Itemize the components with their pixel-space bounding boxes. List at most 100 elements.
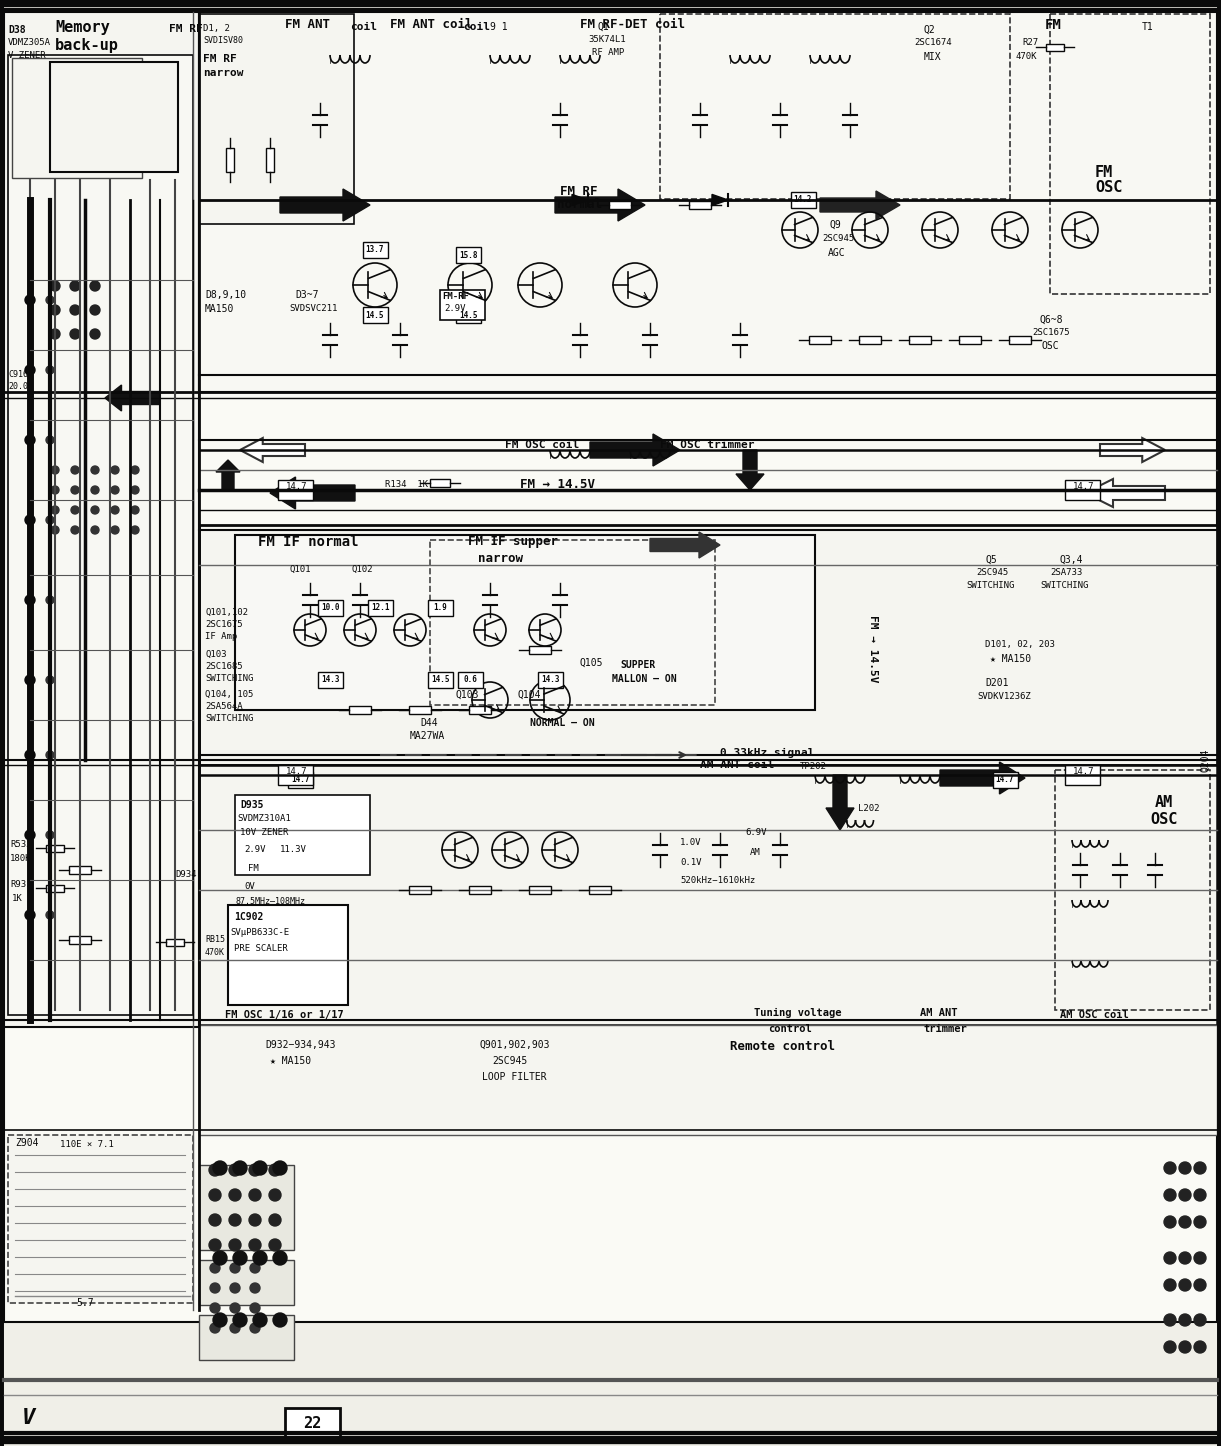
Bar xyxy=(228,905,348,1005)
Circle shape xyxy=(131,466,139,474)
Bar xyxy=(9,1135,193,1303)
Circle shape xyxy=(274,1161,287,1176)
Text: Q101,102: Q101,102 xyxy=(205,607,248,617)
Text: Q2: Q2 xyxy=(924,25,935,35)
Text: Q901,902,903: Q901,902,903 xyxy=(480,1040,551,1050)
Circle shape xyxy=(70,305,81,315)
Polygon shape xyxy=(650,532,720,558)
Bar xyxy=(993,772,1017,788)
Text: Q101: Q101 xyxy=(291,565,311,574)
Text: Remote control: Remote control xyxy=(730,1040,835,1053)
Circle shape xyxy=(92,506,99,513)
Text: ★ MA150: ★ MA150 xyxy=(990,654,1031,664)
Bar xyxy=(199,765,1217,1025)
Text: 2SC945: 2SC945 xyxy=(822,234,855,243)
Text: MALLON — ON: MALLON — ON xyxy=(612,674,676,684)
Circle shape xyxy=(230,1164,241,1176)
Circle shape xyxy=(24,830,35,840)
Circle shape xyxy=(1179,1314,1190,1326)
Text: SVμPB633C-E: SVμPB633C-E xyxy=(230,928,289,937)
Text: D101, 02, 203: D101, 02, 203 xyxy=(985,641,1055,649)
Circle shape xyxy=(51,486,59,495)
Text: MA27WA: MA27WA xyxy=(410,732,446,740)
Circle shape xyxy=(24,910,35,920)
Text: 22: 22 xyxy=(303,1416,321,1430)
Bar xyxy=(537,672,563,688)
Text: 2SA733: 2SA733 xyxy=(1050,568,1082,577)
Circle shape xyxy=(92,526,99,534)
Circle shape xyxy=(250,1323,260,1333)
Circle shape xyxy=(46,750,54,759)
Circle shape xyxy=(210,1283,220,1293)
Circle shape xyxy=(250,1303,260,1313)
Bar xyxy=(458,672,482,688)
Text: D935: D935 xyxy=(241,800,264,810)
Circle shape xyxy=(1194,1280,1206,1291)
Text: OSC: OSC xyxy=(1042,341,1060,351)
Bar xyxy=(266,147,274,172)
Text: Q9: Q9 xyxy=(830,220,841,230)
Text: T1: T1 xyxy=(1142,22,1154,32)
Text: SVDKV1236Z: SVDKV1236Z xyxy=(977,693,1031,701)
Text: SWITCHING: SWITCHING xyxy=(205,674,254,683)
Circle shape xyxy=(230,1323,241,1333)
Text: V: V xyxy=(22,1408,35,1429)
Text: OSC: OSC xyxy=(1095,179,1122,195)
Text: SVDMZ310A1: SVDMZ310A1 xyxy=(237,814,291,823)
Text: Q204: Q204 xyxy=(1200,748,1210,772)
Circle shape xyxy=(24,675,35,685)
Text: PRE SCALER: PRE SCALER xyxy=(234,944,288,953)
Text: 9 1: 9 1 xyxy=(490,22,508,32)
Circle shape xyxy=(71,466,79,474)
Circle shape xyxy=(1194,1252,1206,1264)
Text: 5.7: 5.7 xyxy=(76,1299,94,1309)
Bar xyxy=(455,247,481,263)
Text: 14.3: 14.3 xyxy=(541,675,559,684)
Circle shape xyxy=(111,486,118,495)
Circle shape xyxy=(209,1189,221,1202)
Circle shape xyxy=(71,506,79,513)
Text: RF AMP: RF AMP xyxy=(592,48,624,56)
Text: ★ MA150: ★ MA150 xyxy=(270,1056,311,1066)
Text: 2SC1675: 2SC1675 xyxy=(205,620,243,629)
Circle shape xyxy=(249,1239,261,1251)
Text: LOOP FILTER: LOOP FILTER xyxy=(482,1071,547,1082)
Text: IF Amp: IF Amp xyxy=(205,632,237,641)
Bar xyxy=(529,886,551,894)
Text: FM OSC 1/16 or 1/17: FM OSC 1/16 or 1/17 xyxy=(225,1009,344,1019)
Circle shape xyxy=(51,466,59,474)
Text: AM ANT coil: AM ANT coil xyxy=(700,761,774,771)
Circle shape xyxy=(50,330,60,338)
Text: 6.9V: 6.9V xyxy=(745,829,767,837)
Text: FM RF: FM RF xyxy=(170,25,203,35)
Circle shape xyxy=(1194,1314,1206,1326)
Bar xyxy=(363,241,387,257)
Circle shape xyxy=(51,526,59,534)
Circle shape xyxy=(50,281,60,291)
Bar xyxy=(908,335,930,344)
Text: SVDSVC211: SVDSVC211 xyxy=(289,304,337,312)
Text: FM-RF: FM-RF xyxy=(442,292,469,301)
Text: normal: normal xyxy=(557,198,602,211)
Text: AM: AM xyxy=(750,847,761,857)
Polygon shape xyxy=(556,189,645,221)
Bar xyxy=(70,866,92,873)
Polygon shape xyxy=(270,477,355,509)
Circle shape xyxy=(269,1215,281,1226)
Text: Q104, 105: Q104, 105 xyxy=(205,690,254,698)
Bar xyxy=(1046,43,1063,51)
Circle shape xyxy=(24,515,35,525)
Text: 14.7: 14.7 xyxy=(1073,766,1094,777)
Circle shape xyxy=(24,435,35,445)
Circle shape xyxy=(230,1239,241,1251)
Bar xyxy=(860,335,882,344)
Text: 14.7: 14.7 xyxy=(291,775,309,785)
Text: R27: R27 xyxy=(1022,38,1038,48)
Text: 20.01: 20.01 xyxy=(9,382,33,390)
Bar xyxy=(529,646,551,654)
Polygon shape xyxy=(241,438,305,463)
Text: narrow: narrow xyxy=(477,552,523,565)
Text: 10.0: 10.0 xyxy=(321,603,339,613)
Text: 10V ZENER: 10V ZENER xyxy=(241,829,288,837)
Circle shape xyxy=(250,1283,260,1293)
